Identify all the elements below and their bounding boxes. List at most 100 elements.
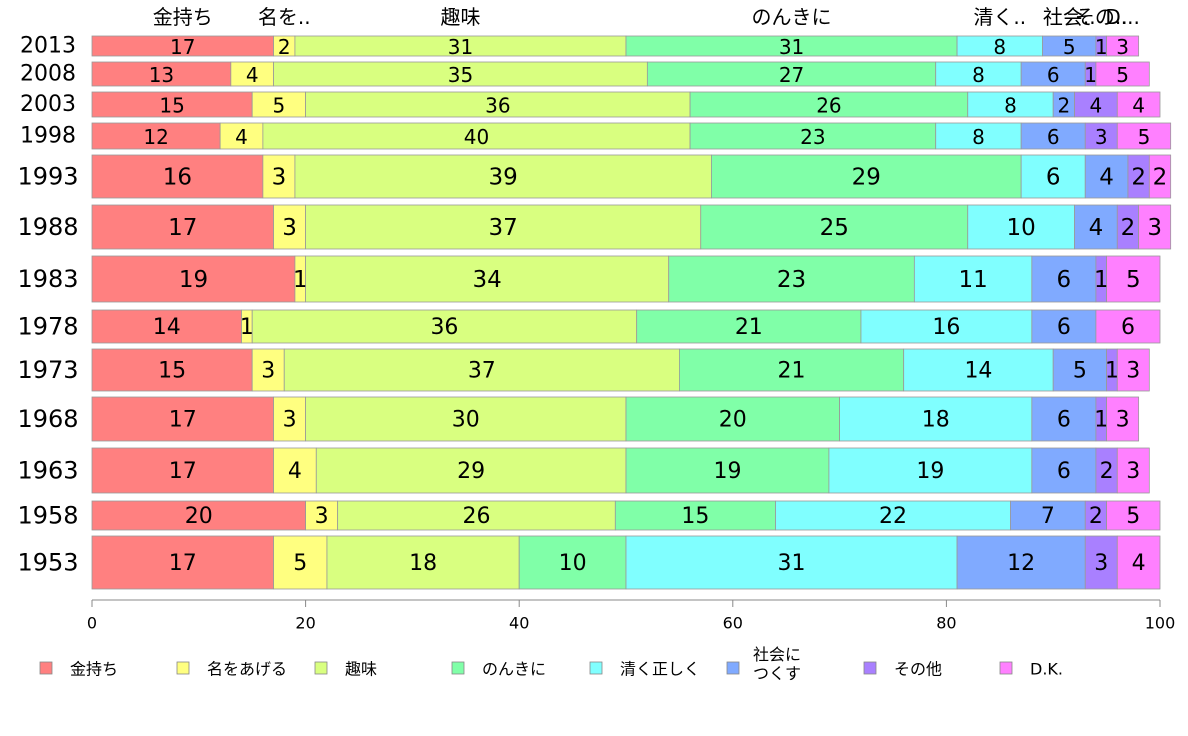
data-label: 26 (816, 94, 841, 118)
bar-segment (1031, 309, 1097, 344)
data-label: 39 (489, 165, 518, 191)
data-label: 23 (777, 267, 806, 293)
bar-segment (273, 204, 306, 250)
data-label: 3 (315, 504, 329, 529)
data-label: 1 (293, 267, 308, 293)
bar-segment (839, 396, 1033, 442)
bar-segment (828, 447, 1033, 494)
data-label: 5 (1063, 35, 1076, 59)
data-label: 2 (1100, 459, 1114, 484)
data-label: 3 (1147, 215, 1162, 241)
bar-segment (262, 154, 296, 199)
year-label-2013: 2013 (20, 34, 76, 59)
data-label: 3 (261, 359, 275, 384)
legend-label: 金持ち (70, 660, 118, 679)
data-label: 23 (800, 125, 825, 149)
bar-segment (636, 309, 862, 344)
bar-segment (1074, 204, 1118, 250)
legend-label-line: つくす (753, 664, 801, 683)
data-label: 1 (1105, 359, 1119, 384)
bar-segment (251, 91, 306, 118)
data-label: 2 (1089, 504, 1103, 529)
data-label: 4 (1090, 94, 1103, 118)
legend-label: 清く正しく (620, 660, 700, 679)
column-header-label: のんきに (752, 5, 832, 29)
legend-swatch (314, 661, 328, 675)
data-label: 20 (719, 408, 747, 433)
data-label: 13 (149, 63, 174, 87)
column-header-label: 社会.. (1043, 5, 1096, 29)
bar-segment (1106, 500, 1161, 531)
legend-label-line: 社会に (753, 645, 801, 664)
data-label: 4 (1132, 551, 1146, 576)
bar-segment (315, 447, 627, 494)
bar-segment (262, 122, 691, 150)
data-label: 5 (1126, 504, 1140, 529)
year-label-1958: 1958 (17, 502, 78, 530)
data-label: 27 (779, 63, 804, 87)
bar-segment (91, 348, 253, 392)
data-label: 6 (1057, 267, 1072, 293)
bar-segment (1020, 61, 1086, 87)
data-label: 18 (922, 408, 950, 433)
bar-segment (625, 447, 830, 494)
data-label: 8 (1004, 94, 1017, 118)
data-label: 8 (972, 125, 985, 149)
bar-segment (91, 255, 296, 303)
bar-segment (337, 500, 616, 531)
bar-segment (1106, 255, 1161, 303)
data-label: 4 (1132, 94, 1145, 118)
bar-segment (1095, 309, 1161, 344)
data-label: 29 (852, 165, 881, 191)
bar-segment (668, 255, 915, 303)
data-label: 2 (278, 35, 291, 59)
bar-segment (219, 122, 264, 150)
data-label: 5 (1126, 267, 1141, 293)
data-label: 5 (293, 551, 307, 576)
data-label: 14 (964, 359, 992, 384)
bar-segment (1020, 122, 1086, 150)
year-label-2008: 2008 (20, 62, 76, 87)
bar-segment (625, 535, 958, 590)
bar-segment (273, 396, 306, 442)
data-label: 4 (246, 63, 259, 87)
bar-segment (1084, 122, 1118, 150)
bar-segment (1106, 35, 1140, 57)
x-tick-label: 80 (936, 614, 956, 633)
bar-segment (305, 91, 691, 118)
data-label: 11 (958, 267, 987, 293)
bar-segment (700, 204, 969, 250)
bar-segment (273, 447, 317, 494)
data-label: 25 (820, 215, 849, 241)
x-tick-label: 20 (295, 614, 315, 633)
year-label-1968: 1968 (17, 405, 78, 433)
data-label: 10 (559, 551, 587, 576)
year-label-1983: 1983 (17, 265, 78, 293)
data-label: 1 (1095, 35, 1108, 59)
legend-label: 趣味 (345, 660, 377, 679)
bar-segment (913, 255, 1033, 303)
data-label: 12 (143, 125, 168, 149)
data-label: 6 (1047, 63, 1060, 87)
bar-segment (1116, 348, 1150, 392)
data-label: 15 (159, 94, 184, 118)
data-label: 21 (735, 315, 763, 340)
x-tick-label: 40 (509, 614, 529, 633)
bar-segment (1106, 396, 1140, 442)
bar-segment (283, 348, 680, 392)
data-label: 19 (713, 459, 741, 484)
bar-segment (1116, 122, 1172, 150)
bar-segment (326, 535, 520, 590)
bar-segment (1138, 204, 1172, 250)
bar-segment (646, 61, 937, 87)
data-label: 3 (272, 165, 287, 191)
bar-segment (860, 309, 1033, 344)
legend-label: 名をあげる (207, 660, 287, 679)
bar-segment (91, 396, 274, 442)
bar-segment (91, 204, 274, 250)
legend-swatch (589, 661, 603, 675)
bar-segment (91, 309, 242, 344)
bar-segment (305, 500, 339, 531)
bar-segment (967, 91, 1054, 118)
